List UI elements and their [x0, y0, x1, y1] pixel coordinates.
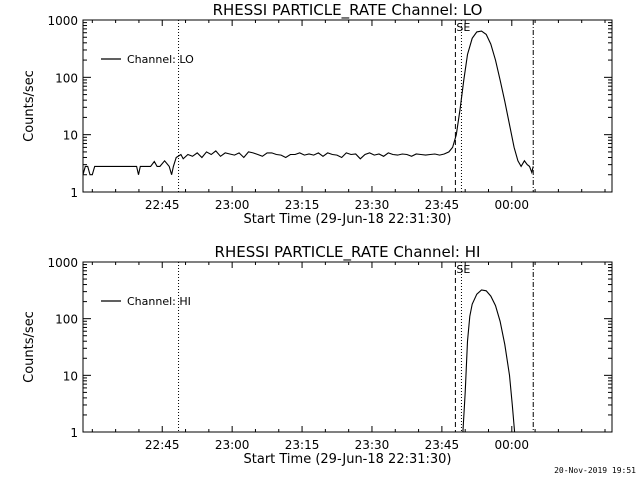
series-line — [462, 289, 516, 432]
y-tick-label: 1 — [70, 426, 78, 440]
y-tick-label: 100 — [55, 71, 78, 85]
chart-panel-1 — [82, 19, 613, 193]
x-tick-label: 22:45 — [145, 198, 180, 212]
event-annotation: SE — [456, 21, 470, 34]
x-tick-label: 23:00 — [215, 438, 250, 452]
y-axis-label: Counts/sec — [22, 311, 37, 383]
timestamp-label: 20-Nov-2019 19:51 — [554, 466, 636, 475]
legend-label: Channel: HI — [127, 295, 191, 308]
x-tick-label: 23:30 — [355, 438, 390, 452]
series-line — [83, 30, 534, 176]
x-axis-label: Start Time (29-Jun-18 22:31:30) — [244, 452, 452, 467]
chart-title: RHESSI PARTICLE_RATE Channel: HI — [215, 243, 481, 262]
y-tick-label: 1000 — [47, 14, 78, 28]
x-tick-label: 23:00 — [215, 198, 250, 212]
x-tick-label: 23:15 — [285, 438, 320, 452]
y-tick-label: 1000 — [47, 256, 78, 270]
event-annotation: SE — [456, 263, 470, 276]
plot-frame — [82, 19, 613, 193]
x-tick-label: 22:45 — [145, 438, 180, 452]
chart-panel-2 — [82, 261, 613, 433]
x-tick-label: 00:00 — [494, 198, 529, 212]
y-tick-label: 1 — [70, 186, 78, 200]
y-tick-label: 10 — [63, 369, 78, 383]
legend-label: Channel: LO — [127, 53, 194, 66]
x-tick-label: 23:45 — [425, 198, 460, 212]
plot-frame — [82, 261, 613, 433]
x-tick-label: 23:15 — [285, 198, 320, 212]
x-tick-label: 00:00 — [494, 438, 529, 452]
x-tick-label: 23:45 — [425, 438, 460, 452]
y-tick-label: 100 — [55, 313, 78, 327]
x-tick-label: 23:30 — [355, 198, 390, 212]
y-tick-label: 10 — [63, 129, 78, 143]
chart-title: RHESSI PARTICLE_RATE Channel: LO — [213, 1, 483, 20]
x-axis-label: Start Time (29-Jun-18 22:31:30) — [244, 212, 452, 227]
y-axis-label: Counts/sec — [22, 70, 37, 142]
